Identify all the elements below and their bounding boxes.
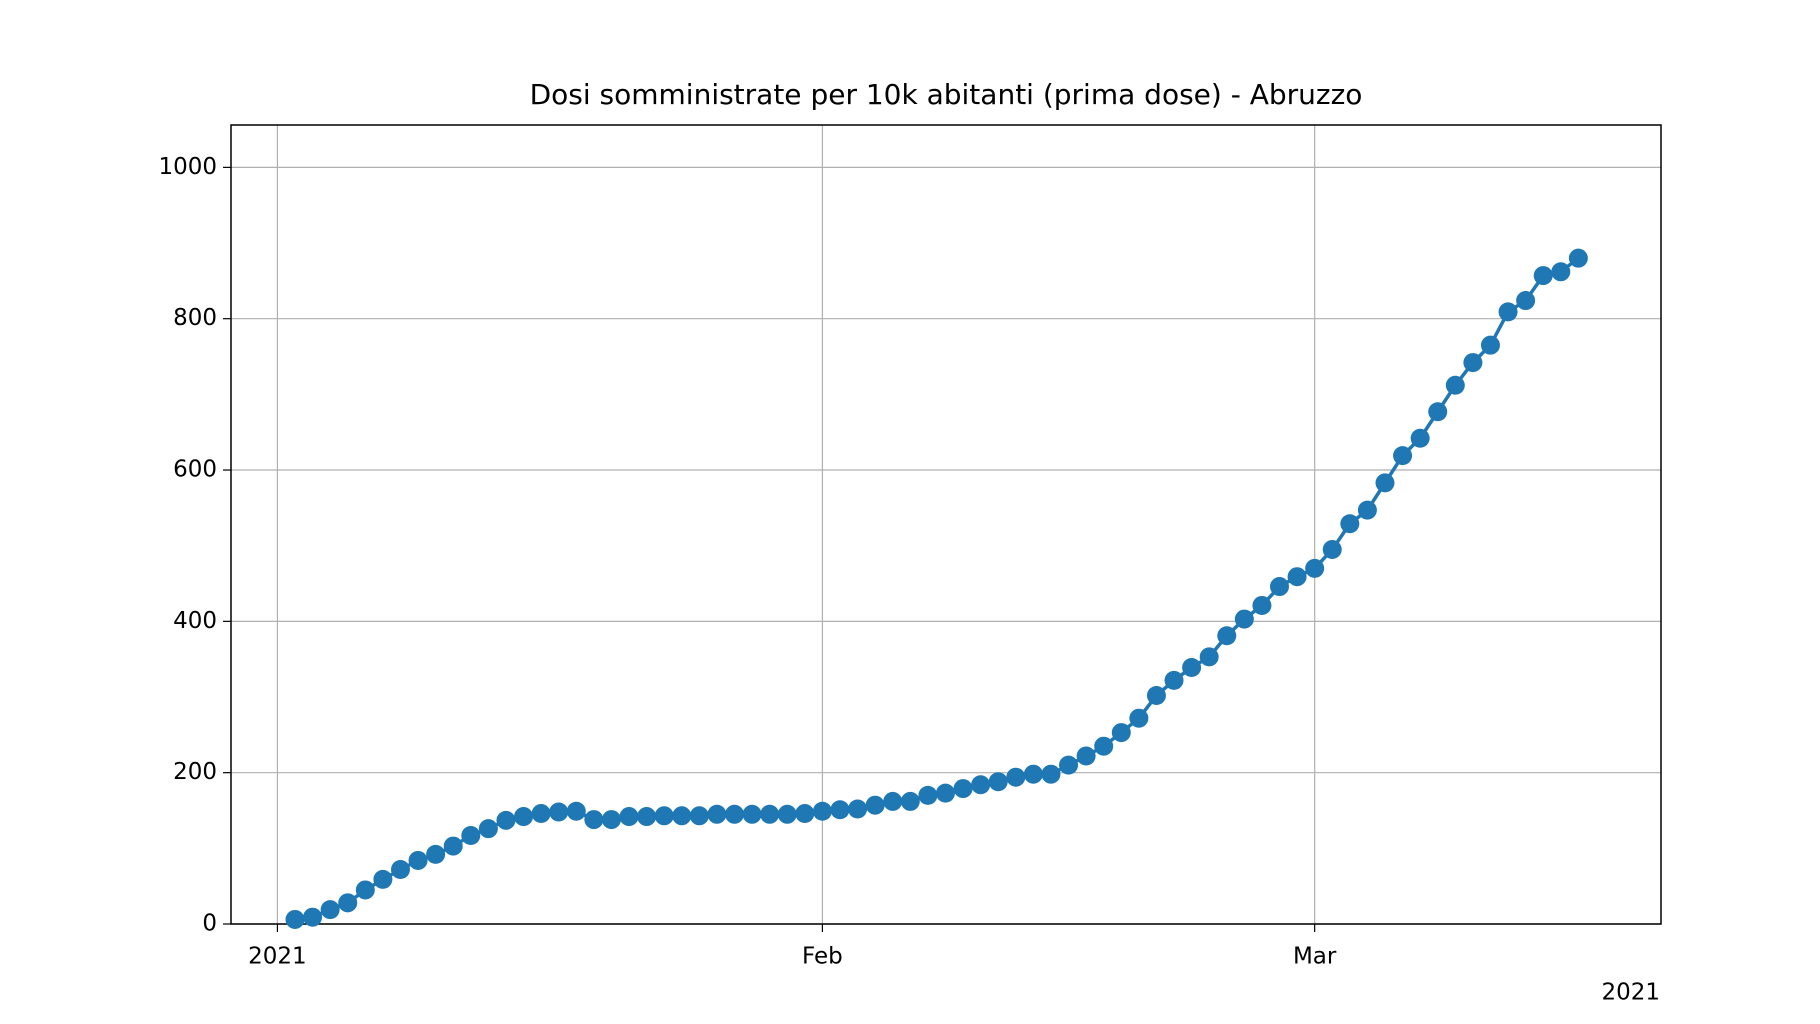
- data-point: [1375, 473, 1395, 493]
- x-offset-label: 2021: [1601, 980, 1660, 1006]
- data-point: [1023, 764, 1043, 784]
- data-point: [408, 850, 428, 870]
- data-point: [812, 801, 832, 821]
- data-point: [1270, 577, 1290, 597]
- y-tick-label: 800: [173, 305, 217, 331]
- data-point: [830, 800, 850, 820]
- data-point: [742, 804, 762, 824]
- data-point: [1006, 767, 1026, 787]
- data-point: [426, 844, 446, 864]
- data-point: [1533, 266, 1553, 286]
- data-point: [1234, 609, 1254, 629]
- data-point: [672, 806, 692, 826]
- data-point: [1287, 567, 1307, 587]
- data-point: [549, 802, 569, 822]
- x-tick-label: Mar: [1293, 944, 1337, 970]
- data-point: [865, 795, 885, 815]
- data-point: [848, 799, 868, 819]
- data-point: [1322, 539, 1342, 559]
- data-point: [1516, 291, 1536, 311]
- data-point: [883, 791, 903, 811]
- data-point: [303, 907, 323, 927]
- data-point: [725, 804, 745, 824]
- data-point: [531, 804, 551, 824]
- data-point: [1498, 302, 1518, 322]
- data-point: [707, 804, 727, 824]
- data-point: [601, 810, 621, 830]
- data-point: [1146, 685, 1166, 705]
- data-point: [1217, 626, 1237, 646]
- data-point: [777, 804, 797, 824]
- data-point: [619, 807, 639, 827]
- data-point: [338, 893, 358, 913]
- data-point: [1059, 755, 1079, 775]
- y-tick-label: 400: [173, 608, 217, 634]
- data-point: [1551, 262, 1571, 282]
- data-point: [1357, 500, 1377, 520]
- data-point: [285, 909, 305, 929]
- data-point: [795, 804, 815, 824]
- data-point: [1393, 446, 1413, 466]
- data-point: [514, 807, 534, 827]
- data-point: [1428, 402, 1448, 422]
- data-point: [1445, 375, 1465, 395]
- y-tick-label: 200: [173, 759, 217, 785]
- data-point: [390, 860, 410, 880]
- data-point: [443, 836, 463, 856]
- data-point: [355, 880, 375, 900]
- data-point: [935, 783, 955, 803]
- data-point: [654, 806, 674, 826]
- data-point: [1463, 353, 1483, 373]
- data-point: [1182, 658, 1202, 678]
- data-point: [1340, 514, 1360, 534]
- data-point: [461, 825, 481, 845]
- plot-frame: [230, 124, 1662, 925]
- data-point: [1129, 708, 1149, 728]
- data-point: [1410, 428, 1430, 448]
- data-point: [1305, 558, 1325, 578]
- data-point: [1480, 335, 1500, 355]
- data-point: [1164, 670, 1184, 690]
- data-point: [1199, 647, 1219, 667]
- data-point: [1041, 764, 1061, 784]
- data-point: [971, 775, 991, 795]
- data-point: [1252, 595, 1272, 615]
- x-tick-label: 2021: [248, 944, 307, 970]
- data-point: [1076, 746, 1096, 766]
- y-tick-label: 1000: [158, 154, 217, 180]
- data-point: [584, 810, 604, 830]
- data-point: [478, 819, 498, 839]
- data-point: [689, 806, 709, 826]
- data-point: [496, 810, 516, 830]
- data-point: [953, 779, 973, 799]
- data-point: [637, 807, 657, 827]
- data-point: [1568, 248, 1588, 268]
- data-point: [1094, 736, 1114, 756]
- x-tick-label: Feb: [802, 944, 843, 970]
- data-point: [918, 785, 938, 805]
- data-point: [1111, 723, 1131, 743]
- data-point: [566, 801, 586, 821]
- y-tick-label: 0: [202, 911, 217, 937]
- data-point: [760, 804, 780, 824]
- data-point: [900, 791, 920, 811]
- chart-title: Dosi somministrate per 10k abitanti (pri…: [530, 78, 1363, 111]
- data-point: [373, 869, 393, 889]
- data-point: [988, 772, 1008, 792]
- y-tick-label: 600: [173, 457, 217, 483]
- data-point: [320, 900, 340, 920]
